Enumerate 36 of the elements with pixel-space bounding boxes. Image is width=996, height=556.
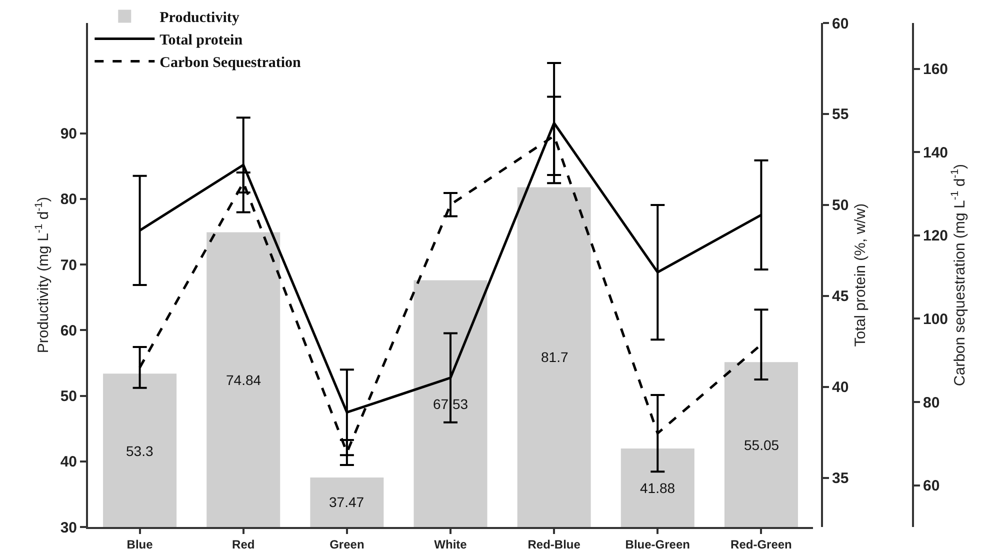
legend-label: Carbon Sequestration bbox=[160, 55, 302, 72]
y-tick-label: 60 bbox=[60, 322, 77, 340]
y-tick-label: 70 bbox=[60, 256, 77, 274]
data-label: 55.05 bbox=[744, 437, 780, 453]
x-tick-label: Blue-Green bbox=[625, 537, 690, 552]
legend-label: Productivity bbox=[160, 10, 240, 26]
y3-tick-label: 120 bbox=[923, 228, 948, 245]
data-label: 74.84 bbox=[226, 372, 262, 388]
y2-tick-label: 45 bbox=[832, 288, 849, 306]
data-label: 53.3 bbox=[126, 443, 154, 459]
data-label: 37.47 bbox=[329, 494, 364, 510]
y3-tick-label: 80 bbox=[923, 394, 940, 412]
x-tick-label: Blue bbox=[126, 537, 154, 552]
x-tick-label: Red-Blue bbox=[528, 537, 581, 552]
y2-tick-label: 40 bbox=[832, 379, 849, 396]
x-tick-label: Red-Green bbox=[730, 537, 792, 552]
data-label: 41.88 bbox=[640, 480, 676, 496]
x-tick-label: White bbox=[434, 537, 468, 552]
y-tick-label: 80 bbox=[60, 191, 77, 208]
y-tick-label: 40 bbox=[60, 454, 77, 471]
x-tick-label: Green bbox=[330, 537, 364, 552]
x-tick-label: Red bbox=[232, 537, 255, 552]
y2-tick-label: 55 bbox=[832, 106, 849, 124]
data-label: 81.7 bbox=[541, 349, 568, 365]
y-tick-label: 30 bbox=[60, 519, 77, 536]
legend-label: Total protein bbox=[160, 32, 244, 49]
y2-axis-title: Total protein (%, w/w) bbox=[852, 203, 870, 347]
y2-tick-label: 35 bbox=[832, 470, 849, 488]
y3-tick-label: 60 bbox=[923, 478, 940, 495]
y3-tick-label: 160 bbox=[923, 61, 948, 78]
y-tick-label: 90 bbox=[60, 126, 77, 142]
y2-tick-label: 60 bbox=[832, 15, 849, 32]
y-tick-label: 50 bbox=[60, 388, 77, 405]
y3-tick-label: 100 bbox=[923, 310, 948, 328]
y2-tick-label: 50 bbox=[832, 197, 849, 214]
y3-tick-label: 140 bbox=[923, 144, 948, 162]
